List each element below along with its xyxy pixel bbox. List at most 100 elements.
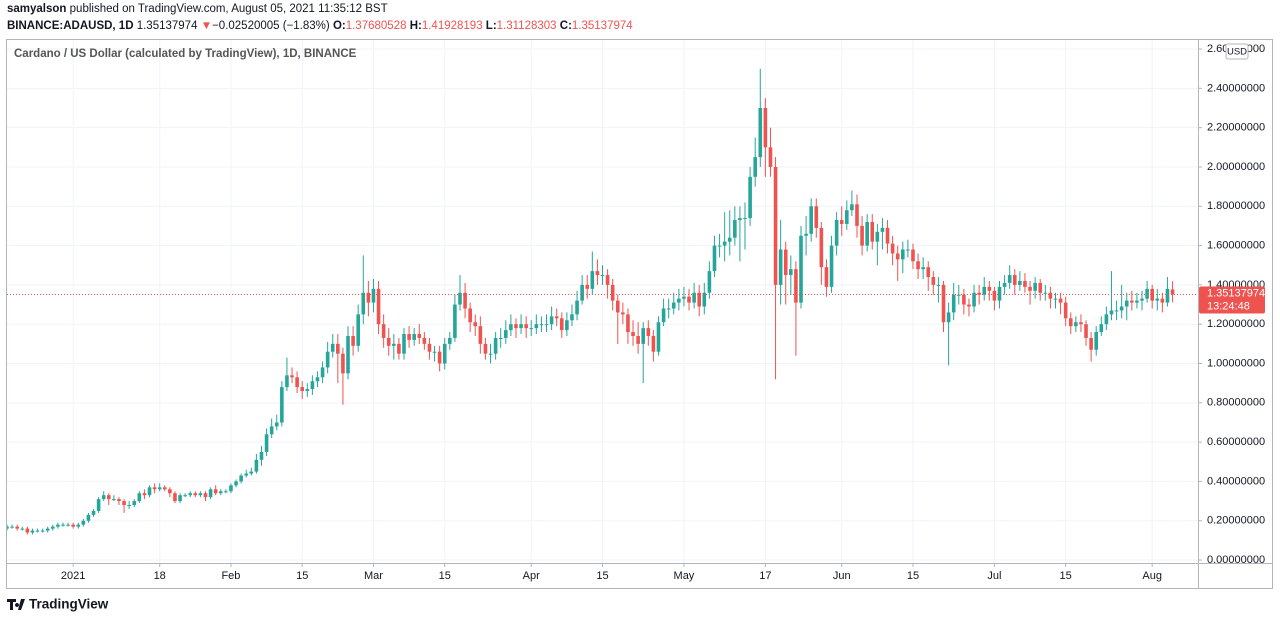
candle-body <box>717 245 722 247</box>
candle-body <box>697 292 702 307</box>
candle-body <box>789 269 793 276</box>
candle-body <box>1012 275 1017 285</box>
candle-body <box>554 316 559 319</box>
y-tick-label: 1.20000000 <box>1207 318 1265 330</box>
candle-body <box>661 308 666 323</box>
candle-body <box>351 335 355 346</box>
candle-body <box>778 249 783 285</box>
currency: USD <box>1227 47 1247 58</box>
candle-body <box>1033 282 1037 291</box>
candle-body <box>40 530 45 532</box>
candle-body <box>376 288 381 325</box>
logo: TradingView <box>7 597 109 612</box>
candle-body <box>839 220 844 224</box>
candle-body <box>183 495 187 497</box>
candle-body <box>7 526 9 529</box>
candle-body <box>142 493 147 496</box>
candle-body <box>758 108 763 158</box>
y-tick-label: 2.40000000 <box>1207 82 1265 94</box>
low-value: 1.31128303 <box>496 20 557 32</box>
candle-body <box>341 353 345 374</box>
candle-body <box>911 249 915 262</box>
candle-body <box>1140 298 1144 301</box>
candle-body <box>1145 288 1149 299</box>
candle-body <box>651 335 656 352</box>
candle-body <box>860 225 864 246</box>
x-tick-label: Jul <box>987 570 1001 582</box>
candle-body <box>244 473 249 476</box>
candle-body <box>330 343 335 352</box>
candle-body <box>931 277 936 285</box>
candle-body <box>890 243 895 254</box>
candle-body <box>1089 337 1093 350</box>
candle-body <box>941 284 946 323</box>
close-value: 1.35137974 <box>571 20 633 32</box>
change: −0.02520005 (−1.83%) <box>212 20 330 32</box>
candle-body <box>407 334 411 340</box>
candle-body <box>809 206 813 234</box>
candle-body <box>783 249 788 276</box>
candle-body <box>503 330 508 338</box>
candle-body <box>626 314 630 333</box>
y-tick-label: 2.00000000 <box>1207 161 1265 173</box>
candle-body <box>580 284 584 301</box>
candle-body <box>239 475 243 482</box>
candle-body <box>666 308 671 310</box>
high-value: 1.41928193 <box>421 20 483 32</box>
price-tag <box>1199 286 1265 314</box>
candle-body <box>519 324 523 329</box>
candle-body <box>529 328 534 330</box>
candle-body <box>1023 280 1027 287</box>
candle-body <box>427 343 432 352</box>
candle-body <box>763 108 768 148</box>
x-tick-label: May <box>674 570 695 582</box>
candle-body <box>804 233 808 236</box>
candle-body <box>671 302 676 309</box>
candle-body <box>402 334 406 354</box>
candle-body <box>127 505 131 507</box>
candle-body <box>855 204 859 226</box>
candle-body <box>509 324 513 331</box>
y-tick-label: 0.40000000 <box>1207 475 1265 487</box>
candle-body <box>386 337 391 346</box>
candle-body <box>91 510 96 515</box>
candle-body <box>743 218 747 220</box>
candle-body <box>397 343 401 354</box>
publish-line: samyalson published on TradingView.com, … <box>7 3 388 15</box>
candle-body <box>534 324 539 329</box>
candle-body <box>336 343 340 354</box>
candle-body <box>315 377 320 382</box>
candle-body <box>773 166 778 285</box>
candle-body <box>1130 300 1134 303</box>
candle-body <box>631 332 635 336</box>
candle-body <box>45 528 50 531</box>
candle-body <box>570 314 574 321</box>
candle-body <box>692 292 696 303</box>
candle-body <box>320 367 325 378</box>
candle-body <box>117 499 121 502</box>
candle-body <box>280 387 284 423</box>
y-tick-label: 0.80000000 <box>1207 397 1265 409</box>
candle-body <box>483 343 488 354</box>
candle-body <box>96 499 101 511</box>
candle-body <box>702 292 707 307</box>
grid <box>7 40 1198 563</box>
y-tick-label: 2.20000000 <box>1207 122 1265 134</box>
candle-body <box>30 530 35 533</box>
candle-body <box>264 434 269 452</box>
candle-body <box>997 286 1002 301</box>
candle-body <box>610 284 615 301</box>
candle-body <box>1043 292 1048 294</box>
candle-body <box>967 304 971 307</box>
candle-body <box>972 292 976 307</box>
y-tick-label: 0.60000000 <box>1207 436 1265 448</box>
candle-body <box>646 328 651 336</box>
candle-body <box>549 316 554 325</box>
candle-body <box>956 294 961 296</box>
candle-body <box>977 292 981 295</box>
candle-body <box>524 324 528 329</box>
candle-body <box>81 520 86 525</box>
candle-body <box>1018 280 1022 285</box>
candle-body <box>412 334 416 340</box>
candle-body <box>51 526 55 529</box>
